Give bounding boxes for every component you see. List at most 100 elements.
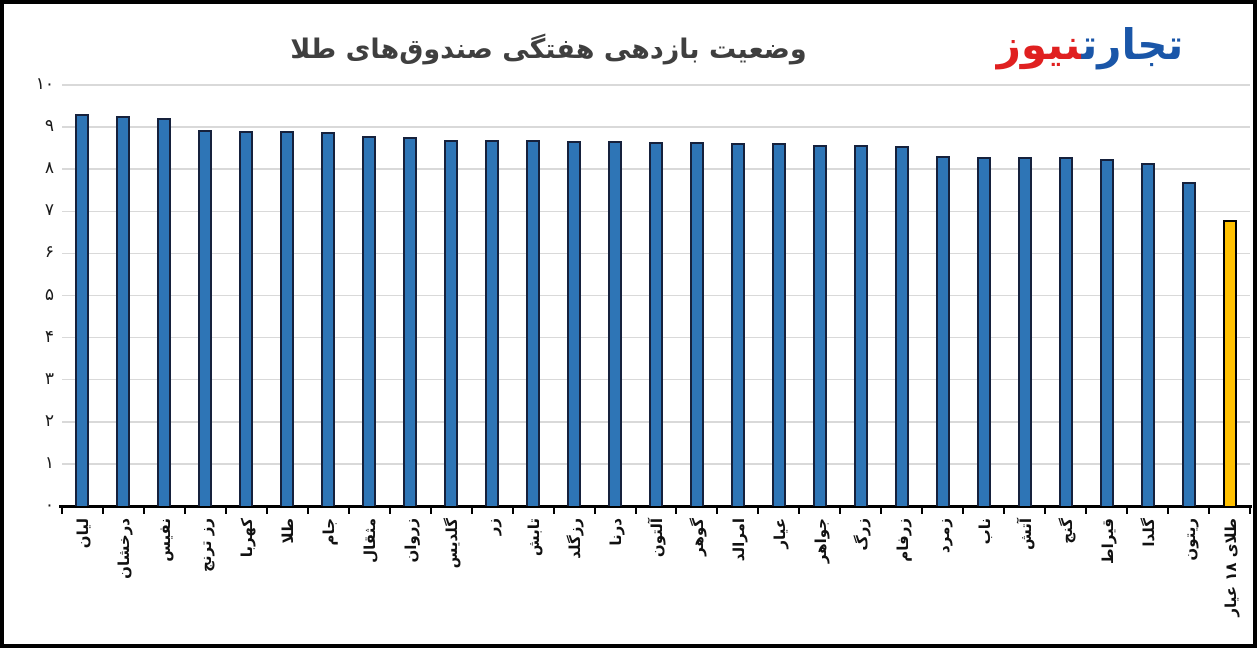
x-tick-label: تابش <box>525 518 544 557</box>
x-tick-label: درخشان <box>115 518 134 579</box>
x-tick-label: طلا <box>279 518 298 544</box>
x-axis-tick <box>388 506 391 514</box>
x-tick-label: زروان <box>402 518 421 563</box>
x-tick-label: گوهر <box>688 518 707 556</box>
x-tick-label: گلدا <box>1139 518 1158 547</box>
bar <box>649 141 663 506</box>
x-tick-label: نفیس <box>156 518 175 562</box>
x-axis-tick <box>716 506 719 514</box>
bar <box>730 143 745 506</box>
plot-area: ۰ ۱ ۲ ۳ ۴ ۵ ۶ ۷ ۸ ۹ ۱۰ لیان درخشان نفیس رز ترنج کهربا طل… <box>36 74 1252 617</box>
x-tick-label: گلدیس <box>443 518 462 569</box>
bar <box>116 115 131 506</box>
bar <box>1017 157 1032 506</box>
x-tick-label: جواهر <box>811 518 830 564</box>
y-tick-label: ۴ <box>44 326 54 347</box>
x-axis-tick <box>962 506 965 514</box>
x-axis-tick <box>470 506 473 514</box>
tejarat-news-logo: تجارتنیوز <box>945 20 1235 70</box>
x-axis-tick <box>429 506 432 514</box>
y-tick-label: ۱ <box>44 452 54 473</box>
x-axis-tick <box>1249 506 1251 514</box>
x-tick-label: زرفام <box>893 518 912 562</box>
bar-highlight <box>1222 219 1237 506</box>
y-tick-label: ۰ <box>44 495 54 515</box>
x-tick-label: ریتون <box>1180 518 1199 561</box>
x-tick-label: مثقال <box>361 518 380 563</box>
bar <box>853 144 868 506</box>
x-axis-tick <box>675 506 678 514</box>
bar <box>75 113 90 506</box>
x-tick-label: طلای ۱۸ عیار <box>1221 518 1240 617</box>
x-tick-label: زمرد <box>934 518 953 553</box>
y-tick-label: ۳ <box>44 368 54 389</box>
bar <box>608 141 623 506</box>
x-tick-label: عیار <box>770 518 789 549</box>
x-axis-tick <box>1126 506 1129 514</box>
bar <box>526 140 541 506</box>
y-tick-label: ۹ <box>44 116 54 137</box>
gridline <box>62 126 1250 128</box>
x-tick-label: جام <box>320 518 339 546</box>
x-tick-label: زر <box>484 518 503 536</box>
bar <box>935 155 950 506</box>
bar <box>157 117 172 506</box>
x-tick-label: امرالد <box>729 518 748 562</box>
x-tick-label: درنا <box>607 518 626 546</box>
bar <box>567 140 582 506</box>
bar <box>894 145 909 506</box>
x-tick-label: رزگلد <box>566 518 585 559</box>
bar <box>1099 159 1114 506</box>
x-tick-label: زرگ <box>852 518 871 551</box>
x-axis-tick <box>183 506 186 514</box>
bar <box>976 157 991 506</box>
bar <box>771 143 786 506</box>
x-axis-line <box>59 505 1252 508</box>
x-axis-tick <box>347 506 350 514</box>
x-axis-tick <box>921 506 924 514</box>
x-tick-label: گنج <box>1057 518 1076 544</box>
bar <box>1058 157 1073 506</box>
x-tick-label: رز ترنج <box>197 518 216 572</box>
x-tick-label: کهربا <box>238 518 257 558</box>
bar <box>403 136 418 506</box>
y-tick-label: ۱۰ <box>35 74 54 94</box>
bar <box>239 130 254 506</box>
bar <box>321 132 336 506</box>
y-tick-label: ۷ <box>44 200 54 221</box>
x-axis-tick <box>552 506 555 514</box>
y-tick-label: ۸ <box>44 158 54 179</box>
y-tick-label: ۲ <box>44 410 54 431</box>
x-tick-label: آلتون <box>648 518 666 558</box>
x-axis-tick <box>1044 506 1047 514</box>
x-axis-tick <box>1085 506 1088 514</box>
x-axis-tick <box>1167 506 1170 514</box>
x-axis-tick <box>306 506 309 514</box>
x-axis-tick <box>839 506 842 514</box>
y-tick-label: ۵ <box>44 284 54 305</box>
x-axis-tick <box>880 506 883 514</box>
bar <box>485 139 500 506</box>
logo-text-red: نیوز <box>996 20 1083 69</box>
x-axis-tick <box>634 506 637 514</box>
x-tick-label: قیراط <box>1098 518 1117 564</box>
bar <box>812 144 827 506</box>
x-axis-tick <box>757 506 760 514</box>
y-tick-label: ۶ <box>44 242 54 263</box>
logo-text-blue: تجارت <box>1081 20 1185 69</box>
x-axis-tick <box>798 506 801 514</box>
x-tick-label: لیان <box>74 518 93 549</box>
x-axis-tick <box>265 506 268 514</box>
x-axis-tick <box>224 506 227 514</box>
x-axis-tick <box>61 506 63 514</box>
x-tick-label: ناب <box>975 518 994 545</box>
x-tick-label: آتش <box>1016 518 1035 550</box>
bar <box>362 136 377 506</box>
x-axis-labels: لیان درخشان نفیس رز ترنج کهربا طلا جام مثقال زرو… <box>62 518 1250 644</box>
bar <box>689 142 704 506</box>
chart-title: وضعیت بازدهی هفتگی صندوق‌های طلا <box>290 34 807 65</box>
bar <box>198 129 213 506</box>
x-axis-tick <box>142 506 145 514</box>
x-axis-tick <box>1208 506 1211 514</box>
